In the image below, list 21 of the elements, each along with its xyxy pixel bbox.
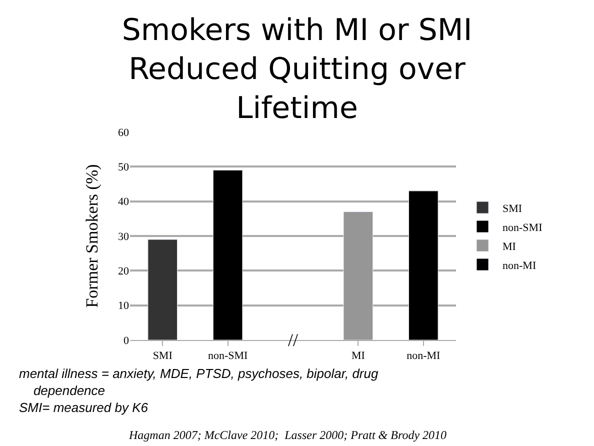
y-tick-label: 60 [118,126,130,139]
y-tick-label: 20 [118,266,130,278]
text: SMI= measured by K6 [19,400,149,415]
x-tick-label: MI [351,350,366,362]
legend-label: non-MI [502,260,536,272]
text: mental illness = anxiety, MDE, PTSD, psychoses, bipolar, drug dependence [19,366,379,398]
y-tick-label: 30 [118,230,130,243]
y-tick-label: 10 [118,300,130,312]
y-tick-label: 50 [118,162,130,174]
text: Hagman 2007; McClave 2010; Lasser 2000; Pratt & Brody 2010 [128,428,447,442]
y-tick-label: 0 [124,334,130,347]
legend-label: non-SMI [502,222,543,234]
x-tick-label: non-SMI [208,350,248,362]
y-axis-title: Former Smokers (%) [82,164,102,308]
chart-title: Smokers with MI or SMI Reduced Quitting over Lifetime [122,13,472,126]
y-tick-label: 40 [118,196,130,208]
x-tick-label: non-MI [406,350,441,362]
legend-label: MI [502,240,516,253]
annotation: // [288,330,298,350]
x-tick-label: SMI [152,350,173,362]
legend-label: SMI [502,202,522,215]
